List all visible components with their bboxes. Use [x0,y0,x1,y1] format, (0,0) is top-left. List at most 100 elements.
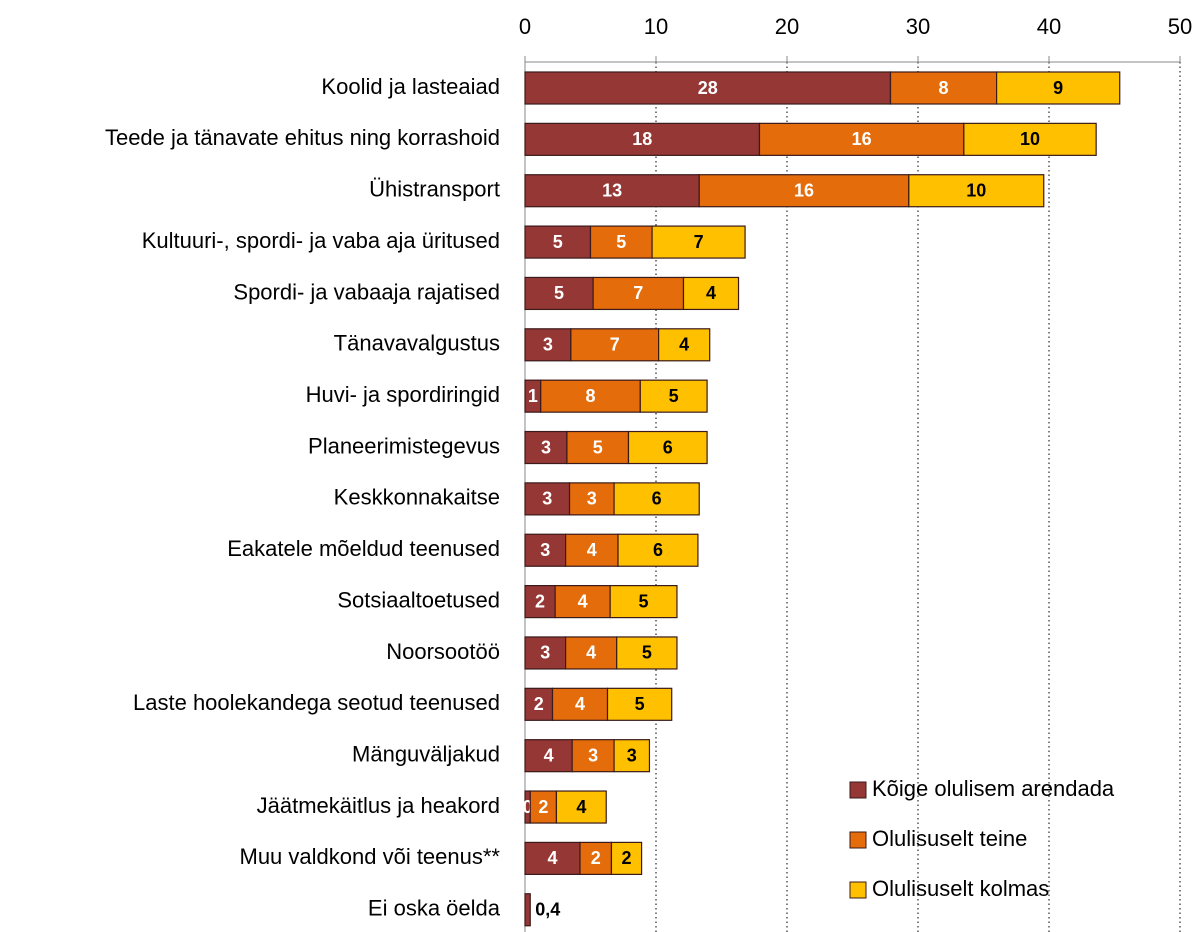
bar-segment [613,482,700,516]
value-label: 2 [591,848,601,868]
value-label: 3 [541,437,551,457]
value-label: 10 [966,180,986,200]
value-label: 4 [575,694,585,714]
value-label: 7 [610,335,620,355]
bar-segment [571,739,615,773]
value-label: 10 [1020,129,1040,149]
value-label: 3 [540,643,550,663]
bar-segment [627,430,708,465]
bar-segment [639,379,708,413]
value-label: 0 [523,797,533,817]
value-label: 3 [543,335,553,355]
value-label: 5 [554,283,564,303]
x-tick-label: 10 [644,14,668,39]
x-tick-label: 30 [906,14,930,39]
value-label: 5 [635,694,645,714]
value-label: 8 [585,386,595,406]
y-tick-label: Muu valdkond või teenus** [240,844,501,869]
legend-swatch [849,831,867,849]
value-label: 5 [642,643,652,663]
bar-segment [524,122,761,156]
value-label: 5 [669,386,679,406]
legend-swatch [849,781,867,799]
value-label: 4 [706,283,716,303]
value-label: 7 [633,283,643,303]
bar-segment [606,687,673,721]
legend-label: Olulisuselt kolmas [872,876,1049,901]
y-tick-label: Sotsiaaltoetused [337,587,500,612]
bar-segment [524,328,572,362]
value-label: 2 [538,797,548,817]
bar-segment [658,328,711,362]
y-tick-label: Jäätmekäitlus ja heakord [257,793,500,818]
value-label: 4 [679,335,689,355]
value-label: 4 [576,797,586,817]
value-label: 13 [602,180,622,200]
value-label: 3 [627,745,637,765]
bar-segment [524,893,531,927]
y-tick-label: Tänavavalgustus [334,331,500,356]
value-label: 5 [616,232,626,252]
bar-segment [565,533,619,567]
x-tick-label: 50 [1168,14,1192,39]
bar-segment [524,482,571,516]
bar-segment [540,379,641,413]
y-tick-label: Keskkonnakaitse [334,485,500,510]
bar-segment [698,174,910,208]
value-label: 4 [544,745,554,765]
bar-segment [524,71,892,105]
value-label: 6 [663,437,673,457]
y-tick-label: Huvi- ja spordiringid [306,382,500,407]
bar-segment [758,122,965,156]
x-tick-label: 20 [775,14,799,39]
value-label: 4 [587,540,597,560]
bar-segment [524,841,581,876]
y-tick-label: Koolid ja lasteaiad [321,74,500,99]
bar-segment [995,71,1121,105]
value-label: 0,4 [535,900,560,920]
value-label: 2 [622,848,632,868]
value-label: 9 [1053,78,1063,98]
value-label: 6 [652,489,662,509]
bar-segment [579,841,613,876]
value-label: 5 [593,437,603,457]
y-tick-label: Teede ja tänavate ehitus ning korrashoid [105,125,500,150]
value-label: 5 [639,591,649,611]
value-label: 4 [586,643,596,663]
bar-segment [555,790,607,824]
bar-segment [551,687,609,721]
bar-segment [617,533,699,567]
y-tick-label: Laste hoolekandega seotud teenused [133,690,500,715]
value-label: 3 [587,489,597,509]
value-label: 4 [578,591,588,611]
bar-segment [889,71,998,105]
y-tick-label: Ei oska öelda [368,896,501,921]
y-tick-label: Kultuuri-, spordi- ja vaba aja üritused [142,228,500,253]
value-label: 28 [698,78,718,98]
bar-segment [609,584,678,619]
y-tick-label: Noorsootöö [386,639,500,664]
x-tick-label: 0 [519,14,531,39]
legend-label: Olulisuselt teine [872,826,1027,851]
value-label: 8 [939,78,949,98]
value-label: 3 [588,745,598,765]
bar-segment [568,482,615,516]
x-tick-label: 40 [1037,14,1061,39]
value-label: 2 [534,694,544,714]
y-tick-label: Eakatele mõeldud teenused [227,536,500,561]
value-label: 18 [632,129,652,149]
y-tick-label: Mänguväljakud [352,741,500,766]
value-label: 16 [794,180,814,200]
bar-segment [524,739,573,773]
value-label: 4 [548,848,558,868]
value-label: 6 [653,540,663,560]
bar-segment [610,841,643,876]
bar-segment [651,225,746,259]
y-tick-label: Ühistransport [369,177,500,202]
value-label: 7 [694,232,704,252]
bar-segment [908,174,1045,208]
bar-segment [524,276,594,311]
value-label: 5 [553,232,563,252]
